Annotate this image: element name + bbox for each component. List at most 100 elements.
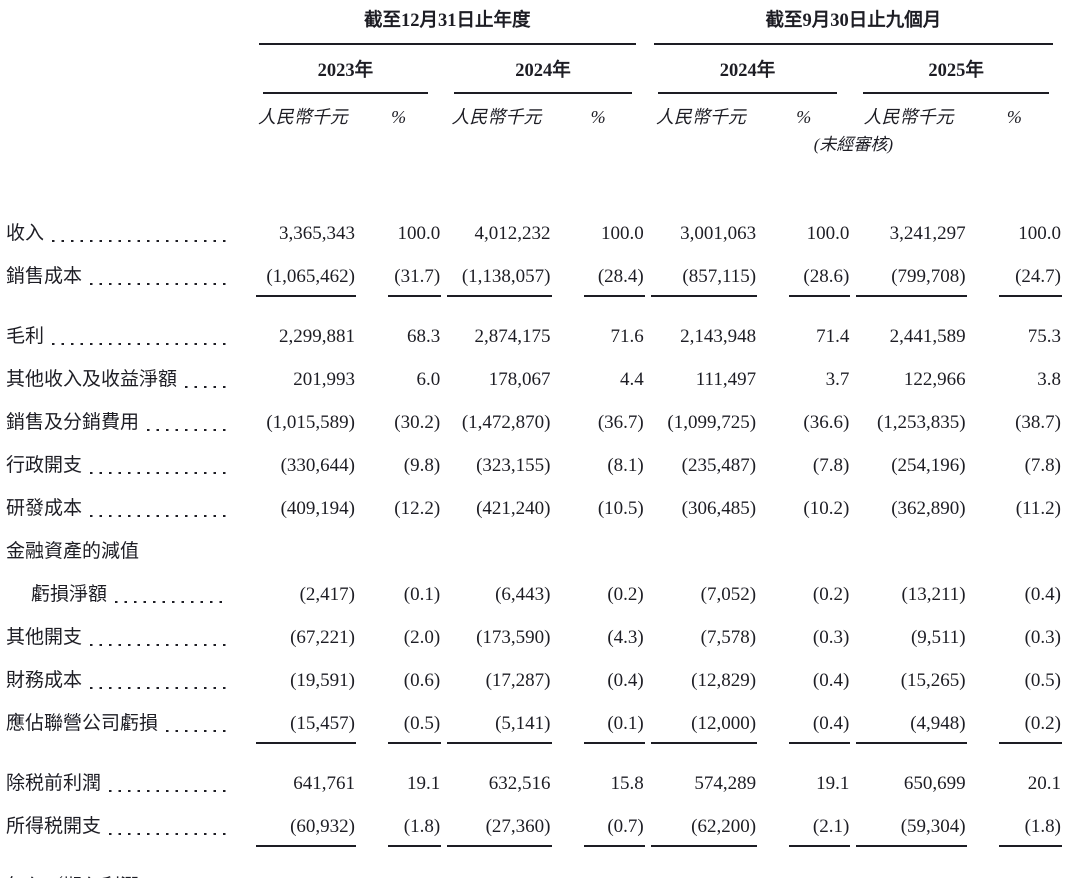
value-cell: 100.0 bbox=[1018, 223, 1061, 244]
value-cell: 71.6 bbox=[610, 326, 644, 347]
table-row-income-tax-expense: 所得税開支 (60,932) (1.8) (27,360) (0.7) (62,… bbox=[6, 795, 1062, 847]
value-cell: (306,485) bbox=[681, 498, 757, 519]
dot-leader bbox=[90, 686, 229, 689]
value-cell: (4,948) bbox=[850, 692, 967, 744]
row-label-cell: 行政開支 bbox=[6, 434, 250, 477]
value-cell: 122,966 bbox=[903, 369, 966, 390]
unit-rmb-label: 人民幣千元 bbox=[655, 107, 746, 127]
value-cell: 2,874,175 bbox=[474, 326, 551, 347]
header-body-spacer bbox=[6, 155, 1062, 202]
row-label-cell: 研發成本 bbox=[6, 477, 250, 520]
value-cell: (6,443) bbox=[495, 584, 551, 605]
row-label-cell: 其他開支 bbox=[6, 606, 250, 649]
dot-leader bbox=[52, 342, 229, 345]
value-cell bbox=[645, 520, 757, 563]
value-cell: (1,015,589) bbox=[266, 412, 355, 433]
value-cell: (31.7) bbox=[356, 245, 442, 297]
value-cell: 19.1 bbox=[816, 773, 850, 794]
value-cell: 580,829 bbox=[250, 847, 356, 878]
row-label: 虧損淨額 bbox=[31, 584, 108, 605]
row-label: 銷售及分銷費用 bbox=[6, 412, 140, 433]
row-label: 所得税開支 bbox=[6, 816, 102, 837]
row-label-cell: 虧損淨額 bbox=[6, 563, 250, 606]
unit-percent-label: % bbox=[391, 107, 407, 127]
value-cell: (7.8) bbox=[1024, 455, 1061, 476]
value-cell: (13,211) bbox=[901, 584, 966, 605]
row-label: 其他開支 bbox=[6, 627, 83, 648]
value-cell: (1,065,462) bbox=[250, 245, 356, 297]
row-label: 行政開支 bbox=[6, 455, 83, 476]
value-cell: 4,012,232 bbox=[474, 223, 551, 244]
value-cell: (9.8) bbox=[403, 455, 441, 476]
row-label-cell: 應佔聯營公司虧損 bbox=[6, 692, 250, 744]
value-cell: 650,699 bbox=[903, 773, 966, 794]
unit-percent-label: % bbox=[796, 107, 812, 127]
value-cell: (0.4) bbox=[812, 670, 850, 691]
value-cell: (0.5) bbox=[1024, 670, 1061, 691]
value-cell: (12.2) bbox=[394, 498, 441, 519]
row-label-cell: 收入 bbox=[6, 202, 250, 245]
value-cell: (0.4) bbox=[607, 670, 644, 691]
value-cell: (28.4) bbox=[552, 245, 645, 297]
row-label: 財務成本 bbox=[6, 670, 83, 691]
value-cell: (67,221) bbox=[290, 627, 355, 648]
dot-leader bbox=[90, 471, 229, 474]
value-cell: (2.1) bbox=[757, 795, 851, 847]
table-row-revenue: 收入 3,365,343 100.0 4,012,232 100.0 3,001… bbox=[6, 202, 1062, 245]
unit-percent-label: % bbox=[1006, 107, 1022, 127]
value-cell: (330,644) bbox=[280, 455, 355, 476]
dot-leader bbox=[90, 643, 229, 646]
value-cell bbox=[850, 520, 966, 563]
dot-leader bbox=[185, 385, 229, 388]
value-cell: (173,590) bbox=[476, 627, 551, 648]
value-cell: (0.7) bbox=[552, 795, 645, 847]
value-cell: (4.3) bbox=[607, 627, 644, 648]
table-row-profit-for-period: 年內／期內利潤 580,829 17.3 605,156 15.1 512,08… bbox=[6, 847, 1062, 878]
table-row-rd-costs: 研發成本 (409,194) (12.2) (421,240) (10.5) (… bbox=[6, 477, 1062, 520]
table-body: 收入 3,365,343 100.0 4,012,232 100.0 3,001… bbox=[6, 202, 1062, 878]
value-cell bbox=[250, 520, 356, 563]
row-label: 除税前利潤 bbox=[6, 773, 102, 794]
row-label-cell: 金融資產的減值 bbox=[6, 520, 250, 563]
value-cell: (857,115) bbox=[645, 245, 758, 297]
period-group-ninemonth: 截至9月30日止九個月 bbox=[645, 4, 1062, 45]
value-cell: (0.3) bbox=[1024, 627, 1061, 648]
value-cell: (36.7) bbox=[597, 412, 644, 433]
value-cell: (36.6) bbox=[803, 412, 850, 433]
value-cell: (24.7) bbox=[967, 245, 1062, 297]
label-column-spacer bbox=[6, 94, 250, 128]
value-cell bbox=[757, 520, 850, 563]
value-cell: (7,578) bbox=[700, 627, 757, 648]
value-cell: (2,417) bbox=[299, 584, 355, 605]
dot-leader bbox=[90, 514, 229, 517]
value-cell: 3,001,063 bbox=[680, 223, 757, 244]
value-cell: 632,516 bbox=[488, 773, 551, 794]
table-row-finance-costs: 財務成本 (19,591) (0.6) (17,287) (0.4) (12,8… bbox=[6, 649, 1062, 692]
row-label: 收入 bbox=[6, 223, 45, 244]
value-cell: (8.1) bbox=[607, 455, 644, 476]
table-row-impairment-heading: 金融資產的減值 bbox=[6, 520, 1062, 563]
value-cell: 3.8 bbox=[1037, 369, 1061, 390]
table-row-selling-expenses: 銷售及分銷費用 (1,015,589) (30.2) (1,472,870) (… bbox=[6, 391, 1062, 434]
value-cell: (409,194) bbox=[280, 498, 355, 519]
value-cell: (0.4) bbox=[1024, 584, 1061, 605]
period-group-annual: 截至12月31日止年度 bbox=[250, 4, 645, 45]
value-cell: 591,395 bbox=[850, 847, 966, 878]
value-cell: 3.7 bbox=[825, 369, 850, 390]
value-cell: 15.8 bbox=[610, 773, 644, 794]
table-row-share-of-associates-losses: 應佔聯營公司虧損 (15,457) (0.5) (5,141) (0.1) (1… bbox=[6, 692, 1062, 744]
value-cell: 641,761 bbox=[293, 773, 355, 794]
value-cell: (1.8) bbox=[967, 795, 1062, 847]
dot-leader bbox=[147, 428, 229, 431]
value-cell: 100.0 bbox=[806, 223, 850, 244]
row-label-cell: 財務成本 bbox=[6, 649, 250, 692]
value-cell: (27,360) bbox=[441, 795, 552, 847]
value-cell: 68.3 bbox=[406, 326, 441, 347]
value-cell: (0.1) bbox=[552, 692, 645, 744]
note-spacer bbox=[6, 128, 645, 155]
unit-rmb-label: 人民幣千元 bbox=[257, 107, 348, 127]
value-cell: (1.8) bbox=[356, 795, 442, 847]
row-label: 金融資產的減值 bbox=[6, 541, 140, 562]
row-label-cell: 毛利 bbox=[6, 297, 250, 348]
